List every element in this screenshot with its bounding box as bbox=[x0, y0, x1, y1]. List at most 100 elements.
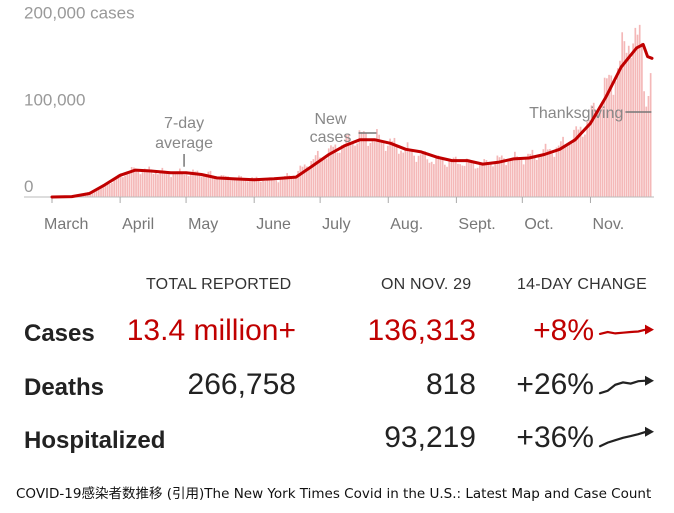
trend-arrow-icon bbox=[598, 426, 654, 448]
case-bar bbox=[292, 175, 295, 197]
case-bar bbox=[209, 170, 212, 197]
case-bar bbox=[275, 180, 278, 197]
case-bar bbox=[378, 134, 380, 197]
case-bar bbox=[168, 173, 170, 197]
case-bar bbox=[544, 143, 547, 197]
case-bar bbox=[641, 42, 643, 198]
case-bar bbox=[288, 175, 291, 197]
total-value: 266,758 bbox=[187, 368, 296, 401]
case-bar bbox=[111, 182, 113, 197]
case-bar bbox=[334, 144, 337, 197]
row-cases: Cases 13.4 million+ 136,313 +8% bbox=[0, 306, 674, 358]
case-bar bbox=[457, 163, 459, 197]
case-bar bbox=[327, 148, 330, 197]
case-bar bbox=[588, 119, 591, 197]
case-bar bbox=[137, 169, 140, 197]
annotation-label: Thanksgiving bbox=[529, 105, 623, 122]
case-bar bbox=[472, 161, 475, 197]
case-bar bbox=[100, 186, 102, 197]
case-bar bbox=[347, 133, 350, 197]
case-bar bbox=[643, 91, 645, 197]
case-bar bbox=[391, 141, 394, 197]
case-bar bbox=[104, 185, 107, 197]
header-total-reported: TOTAL REPORTED bbox=[146, 276, 292, 293]
case-bar bbox=[264, 181, 267, 197]
x-axis-ticks: March April May June July Aug. Sept. Oct. Nov. bbox=[44, 197, 624, 233]
case-bar bbox=[570, 143, 573, 197]
case-bar bbox=[279, 179, 282, 197]
case-bar bbox=[433, 164, 435, 197]
case-bar bbox=[577, 129, 580, 197]
case-bar bbox=[627, 45, 630, 197]
case-bar bbox=[494, 163, 497, 197]
case-bar bbox=[384, 150, 387, 197]
arrowhead bbox=[645, 324, 654, 335]
y-tick-label: 200,000 cases bbox=[24, 4, 135, 23]
x-tick-label: Oct. bbox=[524, 216, 553, 233]
row-hospitalized: Hospitalized 93,219 +36% bbox=[0, 413, 674, 465]
day-value: 93,219 bbox=[384, 421, 476, 454]
change-value: +26% bbox=[516, 368, 594, 401]
case-bar bbox=[148, 166, 151, 197]
case-bar bbox=[393, 137, 396, 197]
case-bar bbox=[450, 161, 453, 197]
case-bar bbox=[505, 165, 507, 197]
case-bar bbox=[141, 172, 144, 197]
case-bar bbox=[299, 165, 302, 197]
seven-day-average-line bbox=[50, 43, 654, 199]
case-bar bbox=[500, 155, 503, 197]
case-bar bbox=[524, 158, 527, 197]
case-bar bbox=[468, 159, 470, 197]
case-bar bbox=[422, 154, 424, 197]
case-bar bbox=[240, 176, 243, 197]
case-bar bbox=[454, 156, 457, 197]
case-bar bbox=[126, 174, 129, 197]
case-bar bbox=[93, 191, 96, 197]
case-bar bbox=[562, 136, 564, 197]
case-bar bbox=[255, 176, 258, 197]
case-bar bbox=[161, 167, 164, 197]
case-bar bbox=[465, 158, 468, 197]
change-value: +8% bbox=[533, 314, 594, 347]
case-bar bbox=[358, 130, 361, 197]
daily-case-bars bbox=[54, 24, 652, 198]
case-bar bbox=[308, 168, 310, 197]
case-bar bbox=[601, 103, 604, 197]
case-bar bbox=[592, 102, 595, 197]
y-tick-label: 0 bbox=[24, 177, 33, 196]
case-bar bbox=[192, 169, 194, 197]
case-bar bbox=[176, 171, 179, 197]
case-bar bbox=[196, 170, 199, 197]
case-bar bbox=[417, 155, 420, 197]
case-bar bbox=[124, 175, 126, 197]
case-bar bbox=[498, 157, 501, 197]
case-bar bbox=[529, 153, 532, 197]
case-bar bbox=[590, 105, 593, 197]
annotation-label: cases bbox=[310, 129, 352, 146]
case-bar bbox=[463, 165, 466, 197]
case-bar bbox=[439, 159, 442, 197]
case-bar bbox=[220, 175, 223, 197]
case-bar bbox=[211, 175, 214, 197]
case-bar bbox=[518, 158, 521, 197]
arrowhead bbox=[645, 426, 654, 437]
case-bar bbox=[557, 145, 560, 197]
case-bar bbox=[568, 143, 571, 197]
case-bar bbox=[575, 126, 578, 197]
case-bar bbox=[509, 160, 512, 197]
case-bar bbox=[546, 149, 549, 197]
case-bar bbox=[242, 178, 245, 197]
case-bar bbox=[448, 161, 451, 197]
case-bar bbox=[189, 171, 192, 197]
case-bar bbox=[146, 169, 148, 197]
case-bar bbox=[321, 158, 324, 197]
case-bar bbox=[542, 149, 545, 197]
case-bar bbox=[371, 140, 374, 197]
case-bar bbox=[443, 164, 446, 197]
case-bar bbox=[244, 178, 247, 197]
case-bar bbox=[619, 60, 621, 197]
case-bar bbox=[610, 75, 613, 197]
case-bar bbox=[584, 134, 586, 197]
case-bar bbox=[373, 138, 376, 197]
case-bar bbox=[586, 121, 588, 197]
